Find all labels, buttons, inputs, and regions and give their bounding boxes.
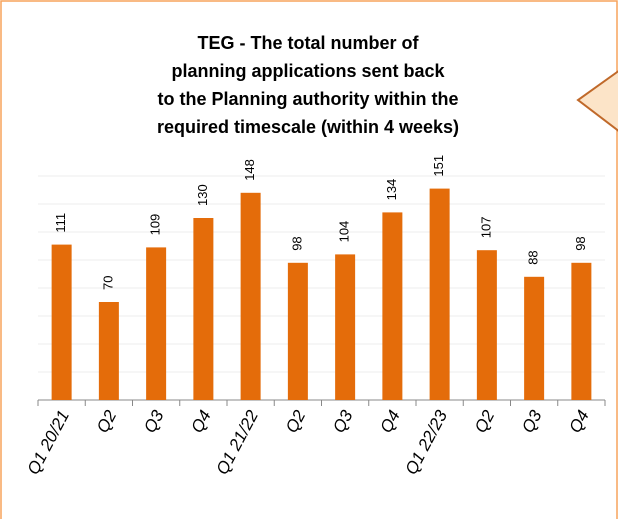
value-label: 111 [53,213,68,233]
value-label: 107 [478,216,493,238]
value-label: 104 [337,221,352,243]
value-label: 98 [573,236,588,250]
bar [287,262,308,400]
bar [382,212,403,400]
value-label: 88 [526,250,541,264]
bar [240,192,261,400]
value-label: 130 [195,184,210,206]
bar [98,302,119,400]
bar [429,188,450,400]
chart-title: TEG - The total number of planning applic… [157,33,459,137]
bar [571,262,592,400]
bar [193,218,214,400]
value-label: 109 [148,214,163,236]
value-label: 134 [384,179,399,201]
value-label: 148 [242,159,257,181]
value-label: 98 [289,236,304,250]
bar [335,254,356,400]
bar [51,244,72,400]
bar [476,250,497,400]
value-label: 151 [431,155,446,177]
value-label: 70 [100,276,115,290]
bar [524,276,545,400]
bar [146,247,167,400]
decorative-arrow [576,70,618,132]
